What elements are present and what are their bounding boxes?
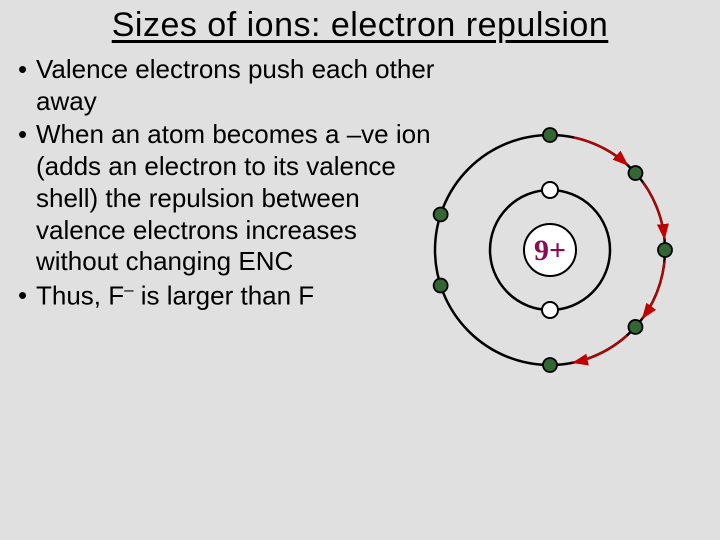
atom-diagram: 9+ xyxy=(400,100,700,400)
bullet-text: Thus, F– is larger than F xyxy=(36,280,438,312)
bullet-text: When an atom becomes a –ve ion (adds an … xyxy=(36,119,438,278)
bullet-text: Valence electrons push each other away xyxy=(36,54,438,117)
bullet-item: •When an atom becomes a –ve ion (adds an… xyxy=(18,119,438,278)
nucleus-label: 9+ xyxy=(534,234,566,267)
bullet-item: •Thus, F– is larger than F xyxy=(18,280,438,312)
slide-title: Sizes of ions: electron repulsion xyxy=(0,0,720,45)
bullet-item: •Valence electrons push each other away xyxy=(18,54,438,117)
bullet-list: •Valence electrons push each other away•… xyxy=(18,54,438,314)
